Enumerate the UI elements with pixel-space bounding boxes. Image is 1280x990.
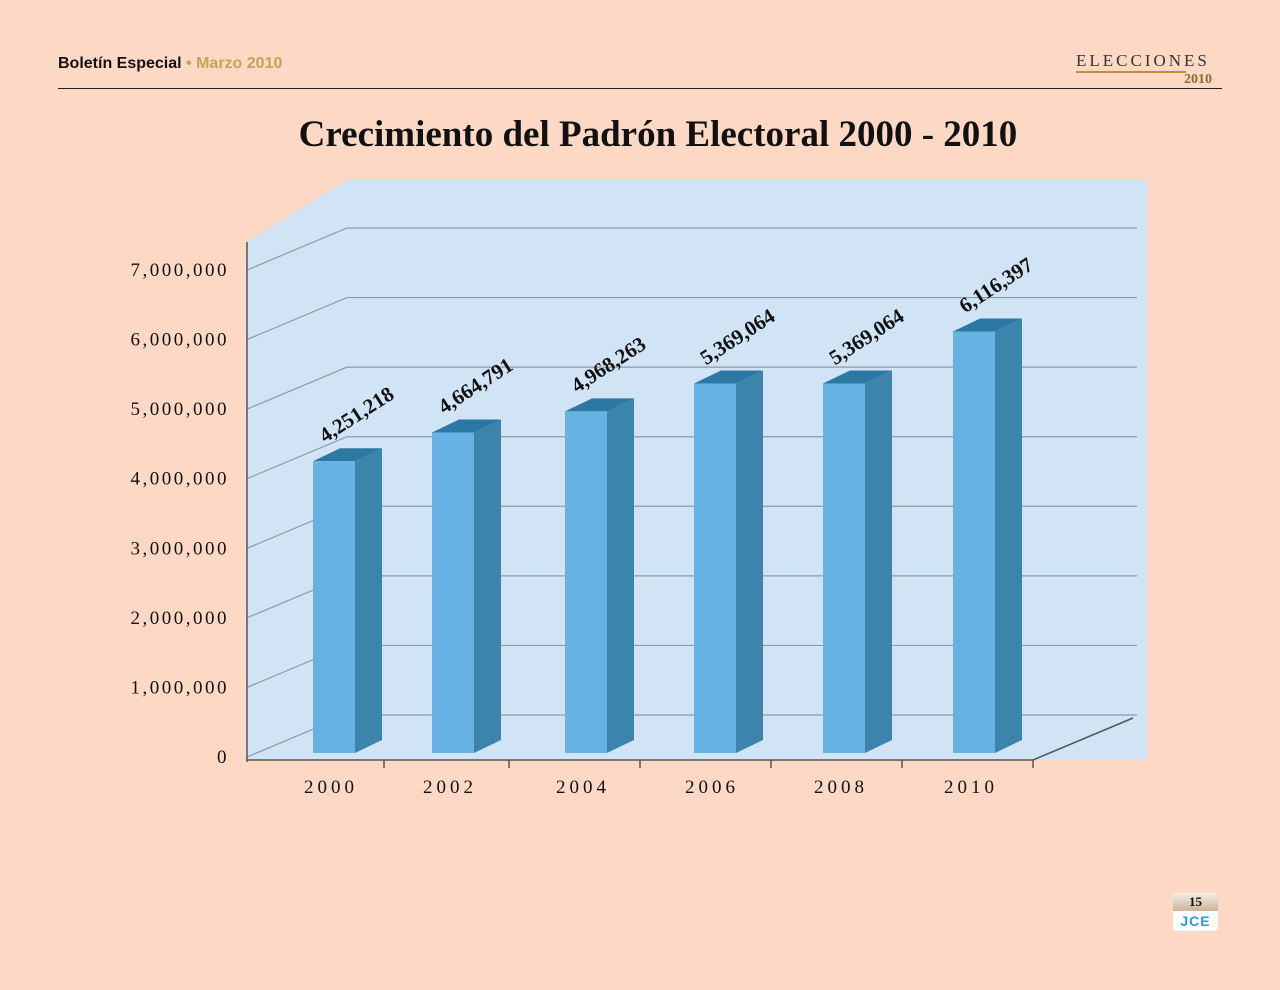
chart-title: Crecimiento del Padrón Electoral 2000 - … (298, 114, 1018, 155)
x-tick-label: 2010 (944, 777, 998, 798)
brand-year: 2010 (1184, 72, 1212, 87)
x-tick-label: 2004 (556, 777, 610, 798)
gridline (246, 227, 1137, 271)
y-tick-label: 4,000,000 (131, 469, 230, 490)
separator: • (181, 55, 197, 72)
bar-side (865, 370, 892, 753)
bar (823, 383, 865, 753)
bar (953, 331, 995, 753)
y-tick-label: 3,000,000 (131, 538, 230, 559)
gridline (246, 366, 1137, 410)
bar-side (607, 398, 634, 753)
bar-top (565, 398, 634, 412)
bar (313, 461, 355, 753)
bar-side (995, 318, 1022, 753)
x-tick-label: 2002 (423, 777, 477, 798)
publication-name: Boletín Especial (58, 55, 182, 72)
x-tick-label: 2006 (685, 777, 739, 798)
header-rule (58, 88, 1222, 89)
y-tick-label: 0 (217, 747, 229, 768)
x-tick-label: 2008 (814, 777, 868, 798)
page-number: 15 (1173, 893, 1218, 911)
bar-top (432, 419, 501, 433)
bar-side (474, 419, 501, 753)
jce-logo: JCE (1180, 913, 1211, 929)
y-tick-label: 6,000,000 (131, 330, 230, 351)
x-tick-label: 2000 (304, 777, 358, 798)
bar-top (823, 370, 892, 384)
publication-date: Marzo 2010 (196, 55, 283, 72)
y-tick-label: 1,000,000 (131, 677, 230, 698)
bar (565, 411, 607, 753)
bar-top (953, 318, 1022, 332)
publication-header: Boletín Especial • Marzo 2010 (58, 55, 282, 73)
y-tick-label: 7,000,000 (131, 260, 230, 281)
bar (694, 383, 736, 753)
brand-underline (1076, 71, 1186, 73)
y-tick-label: 5,000,000 (131, 399, 230, 420)
bar-side (355, 448, 382, 753)
bar-side (736, 370, 763, 753)
bar-top (313, 448, 382, 462)
y-tick-label: 2,000,000 (131, 608, 230, 629)
page-badge: 15 JCE (1173, 893, 1218, 931)
gridline (246, 296, 1137, 341)
bar-top (694, 370, 763, 384)
bar (432, 432, 474, 753)
brand-logo: ELECCIONES (1076, 51, 1210, 70)
